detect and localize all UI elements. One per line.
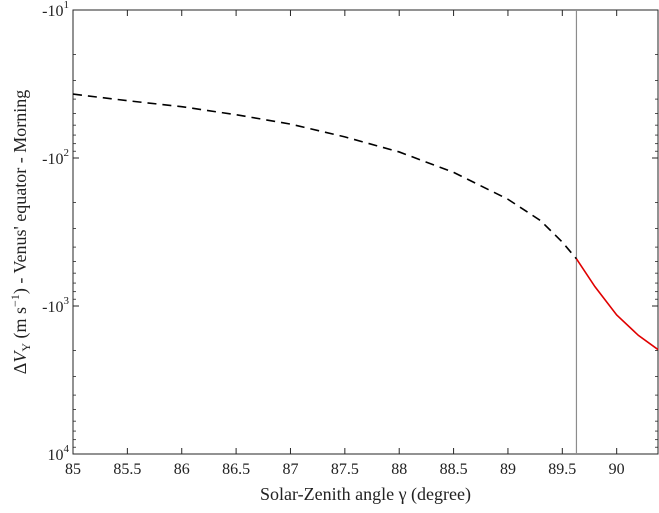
y-axis-label-var: V — [10, 350, 30, 363]
series-group — [72, 93, 659, 351]
series-line-solid — [575, 258, 659, 351]
x-tick-label: 90 — [609, 461, 625, 478]
plot-area — [72, 9, 659, 455]
x-axis-label: Solar-Zenith angle γ (degree) — [260, 484, 471, 505]
y-axis-label-delta: Δ — [10, 363, 30, 375]
y-tick-label: -103 — [42, 295, 69, 316]
y-axis-label-units-pre: (m s — [10, 307, 31, 343]
x-tick-label: 87 — [282, 461, 298, 478]
x-tick-label: 86.5 — [222, 461, 250, 478]
x-tick-label: 85.5 — [113, 461, 141, 478]
y-axis-label-units-exp: −1 — [8, 294, 22, 307]
x-tick-label: 88 — [391, 461, 407, 478]
x-tick-label: 87.5 — [331, 461, 359, 478]
y-ticks: -101 -102 -103 104 — [42, 0, 658, 464]
x-tick-label: 88.5 — [440, 461, 468, 478]
y-axis-label: ΔVY (m s−1) - Venus' equator - Morning — [8, 90, 33, 374]
series-line-dashed — [72, 93, 578, 260]
y-tick-label: -101 — [42, 0, 69, 20]
y-tick-label: 104 — [48, 443, 70, 464]
x-tick-label: 85 — [65, 461, 81, 478]
y-tick-label: -102 — [42, 147, 69, 168]
y-axis-label-units-post: ) - Venus' equator - Morning — [10, 90, 31, 294]
x-tick-label: 86 — [174, 461, 190, 478]
x-ticks: 85 85.5 86 86.5 87 87.5 88 88.5 89 89.5 90 — [65, 10, 625, 478]
y-axis-label-sub: Y — [19, 343, 33, 352]
x-tick-label: 89 — [500, 461, 516, 478]
x-tick-label: 89.5 — [548, 461, 576, 478]
